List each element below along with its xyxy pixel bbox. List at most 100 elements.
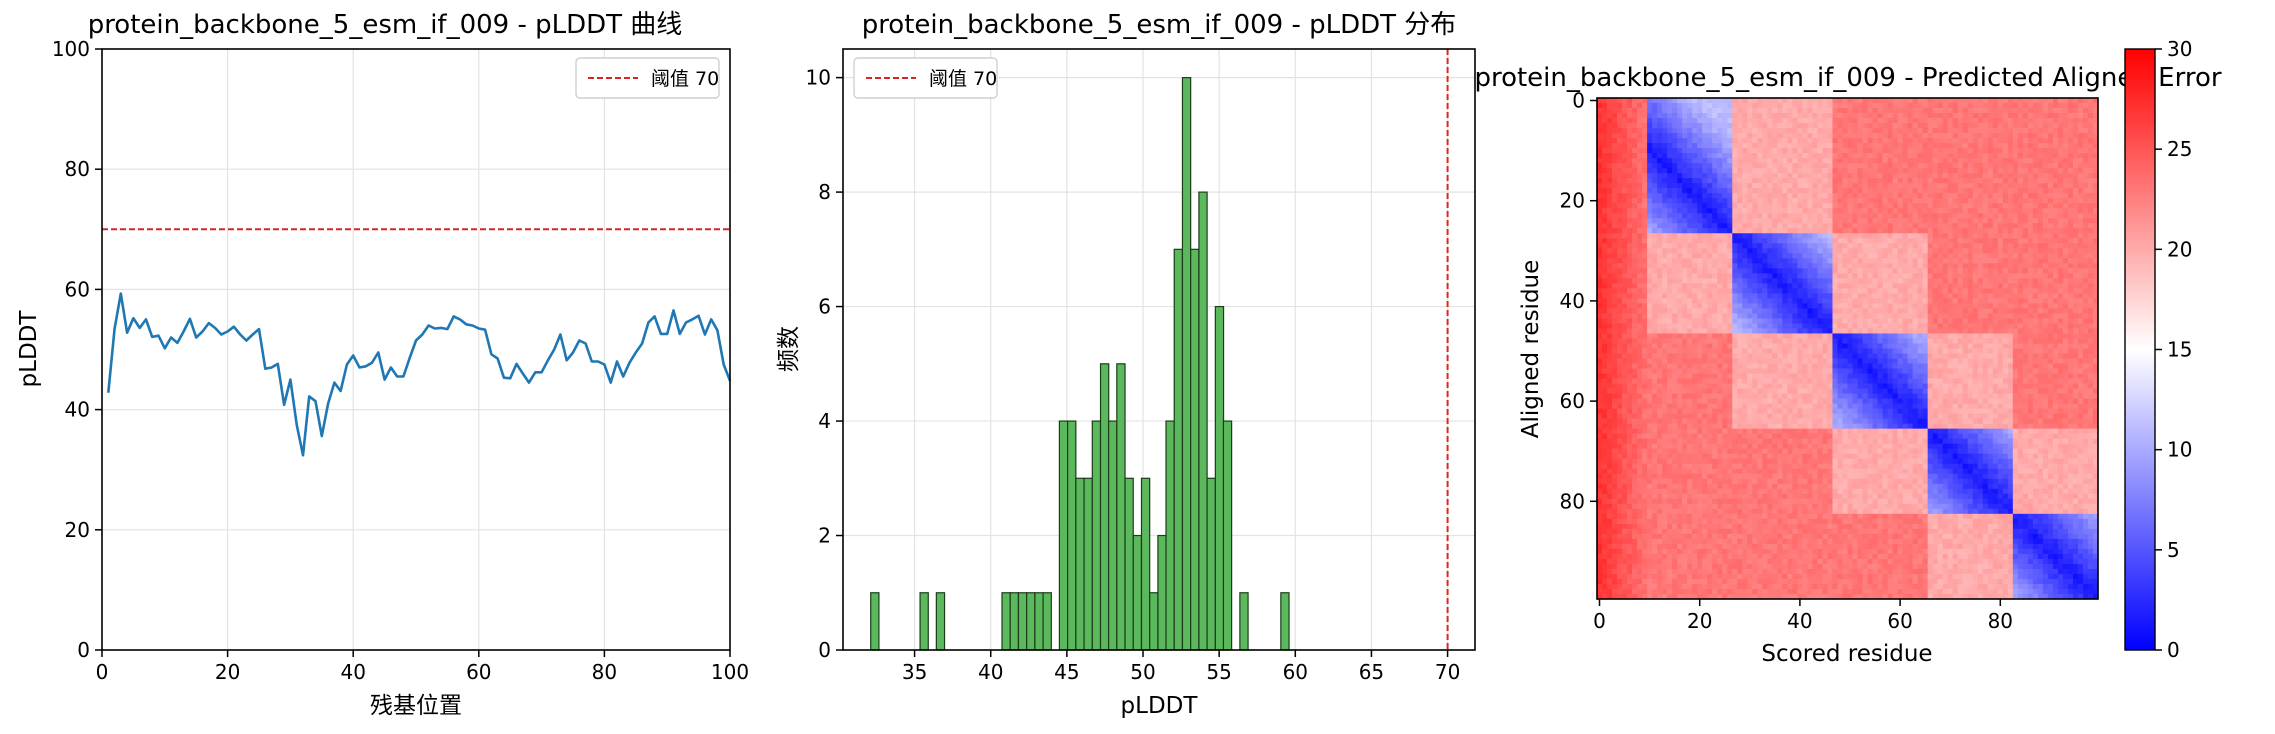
heatmap-cell (2003, 278, 2008, 283)
heatmap-cell (1612, 288, 1617, 293)
heatmap-cell (1868, 213, 1873, 218)
heatmap-cell (1612, 258, 1617, 263)
heatmap-cell (1617, 103, 1622, 108)
heatmap-cell (1827, 203, 1832, 208)
heatmap-cell (1747, 243, 1752, 248)
heatmap-cell (1607, 208, 1612, 213)
heatmap-cell (2008, 188, 2013, 193)
heatmap-cell (1918, 133, 1923, 138)
heatmap-cell (1742, 103, 1747, 108)
heatmap-cell (1812, 283, 1817, 288)
heatmap-cell (1837, 253, 1842, 258)
heatmap-cell (1737, 203, 1742, 208)
heatmap-cell (1873, 238, 1878, 243)
heatmap-cell (2023, 98, 2028, 103)
heatmap-cell (1807, 203, 1812, 208)
heatmap-cell (1777, 118, 1782, 123)
heatmap-cell (1827, 263, 1832, 268)
heatmap-cell (1642, 148, 1647, 153)
heatmap-cell (1958, 163, 1963, 168)
heatmap-cell (1988, 263, 1993, 268)
heatmap-cell (1948, 143, 1953, 148)
heatmap-cell (1762, 243, 1767, 248)
heatmap-cell (1652, 128, 1657, 133)
heatmap-cell (1782, 113, 1787, 118)
heatmap-cell (2033, 238, 2038, 243)
heatmap-cell (2043, 253, 2048, 258)
heatmap-cell (1938, 298, 1943, 303)
heatmap-cell (1873, 113, 1878, 118)
heatmap-cell (1873, 303, 1878, 308)
heatmap-cell (1858, 223, 1863, 228)
heatmap-cell (2033, 323, 2038, 328)
heatmap-cell (1747, 108, 1752, 113)
heatmap-cell (1777, 108, 1782, 113)
heatmap-cell (1742, 138, 1747, 143)
heatmap-cell (2038, 208, 2043, 213)
heatmap-cell (1747, 193, 1752, 198)
heatmap-cell (2048, 123, 2053, 128)
heatmap-cell (2088, 273, 2093, 278)
heatmap-cell (1973, 308, 1978, 313)
heatmap-cell (2038, 103, 2043, 108)
heatmap-cell (1812, 313, 1817, 318)
heatmap-cell (1878, 338, 1883, 343)
heatmap-cell (1842, 308, 1847, 313)
heatmap-cell (1612, 308, 1617, 313)
heatmap-cell (1612, 153, 1617, 158)
heatmap-cell (1692, 303, 1697, 308)
heatmap-cell (1692, 163, 1697, 168)
heatmap-cell (1802, 313, 1807, 318)
heatmap-cell (1657, 313, 1662, 318)
heatmap-cell (1993, 278, 1998, 283)
heatmap-cell (1672, 313, 1677, 318)
heatmap-cell (1747, 153, 1752, 158)
heatmap-cell (2018, 248, 2023, 253)
heatmap-cell (1883, 313, 1888, 318)
heatmap-cell (1667, 163, 1672, 168)
heatmap-cell (1973, 188, 1978, 193)
heatmap-cell (2068, 213, 2073, 218)
heatmap-cell (1873, 128, 1878, 133)
histogram-bar (1166, 421, 1174, 650)
heatmap-cell (1617, 168, 1622, 173)
heatmap-cell (1903, 293, 1908, 298)
heatmap-cell (1878, 133, 1883, 138)
heatmap-cell (2023, 173, 2028, 178)
heatmap-cell (2088, 303, 2093, 308)
heatmap-cell (1848, 313, 1853, 318)
heatmap-cell (1612, 158, 1617, 163)
heatmap-cell (1757, 308, 1762, 313)
heatmap-cell (1943, 233, 1948, 238)
heatmap-cell (1702, 228, 1707, 233)
heatmap-cell (1672, 143, 1677, 148)
heatmap-cell (1787, 313, 1792, 318)
heatmap-cell (1652, 188, 1657, 193)
heatmap-cell (1918, 303, 1923, 308)
heatmap-cell (1727, 128, 1732, 133)
heatmap-cell (1727, 258, 1732, 263)
heatmap-cell (1677, 173, 1682, 178)
heatmap-cell (1968, 208, 1973, 213)
heatmap-cell (1707, 243, 1712, 248)
heatmap-cell (1792, 178, 1797, 183)
heatmap-cell (1817, 163, 1822, 168)
heatmap-cell (1597, 258, 1602, 263)
heatmap-cell (1617, 203, 1622, 208)
heatmap-cell (1948, 103, 1953, 108)
heatmap-cell (1898, 198, 1903, 203)
heatmap-cell (1812, 248, 1817, 253)
heatmap-cell (1662, 168, 1667, 173)
heatmap-cell (1812, 338, 1817, 343)
heatmap-cell (1973, 108, 1978, 113)
heatmap-cell (2028, 228, 2033, 233)
heatmap-cell (1938, 308, 1943, 313)
heatmap-cell (2053, 193, 2058, 198)
heatmap-cell (1918, 153, 1923, 158)
heatmap-cell (1607, 293, 1612, 298)
heatmap-cell (1627, 178, 1632, 183)
heatmap-cell (1732, 238, 1737, 243)
heatmap-cell (2063, 208, 2068, 213)
heatmap-cell (1732, 313, 1737, 318)
heatmap-cell (1817, 243, 1822, 248)
